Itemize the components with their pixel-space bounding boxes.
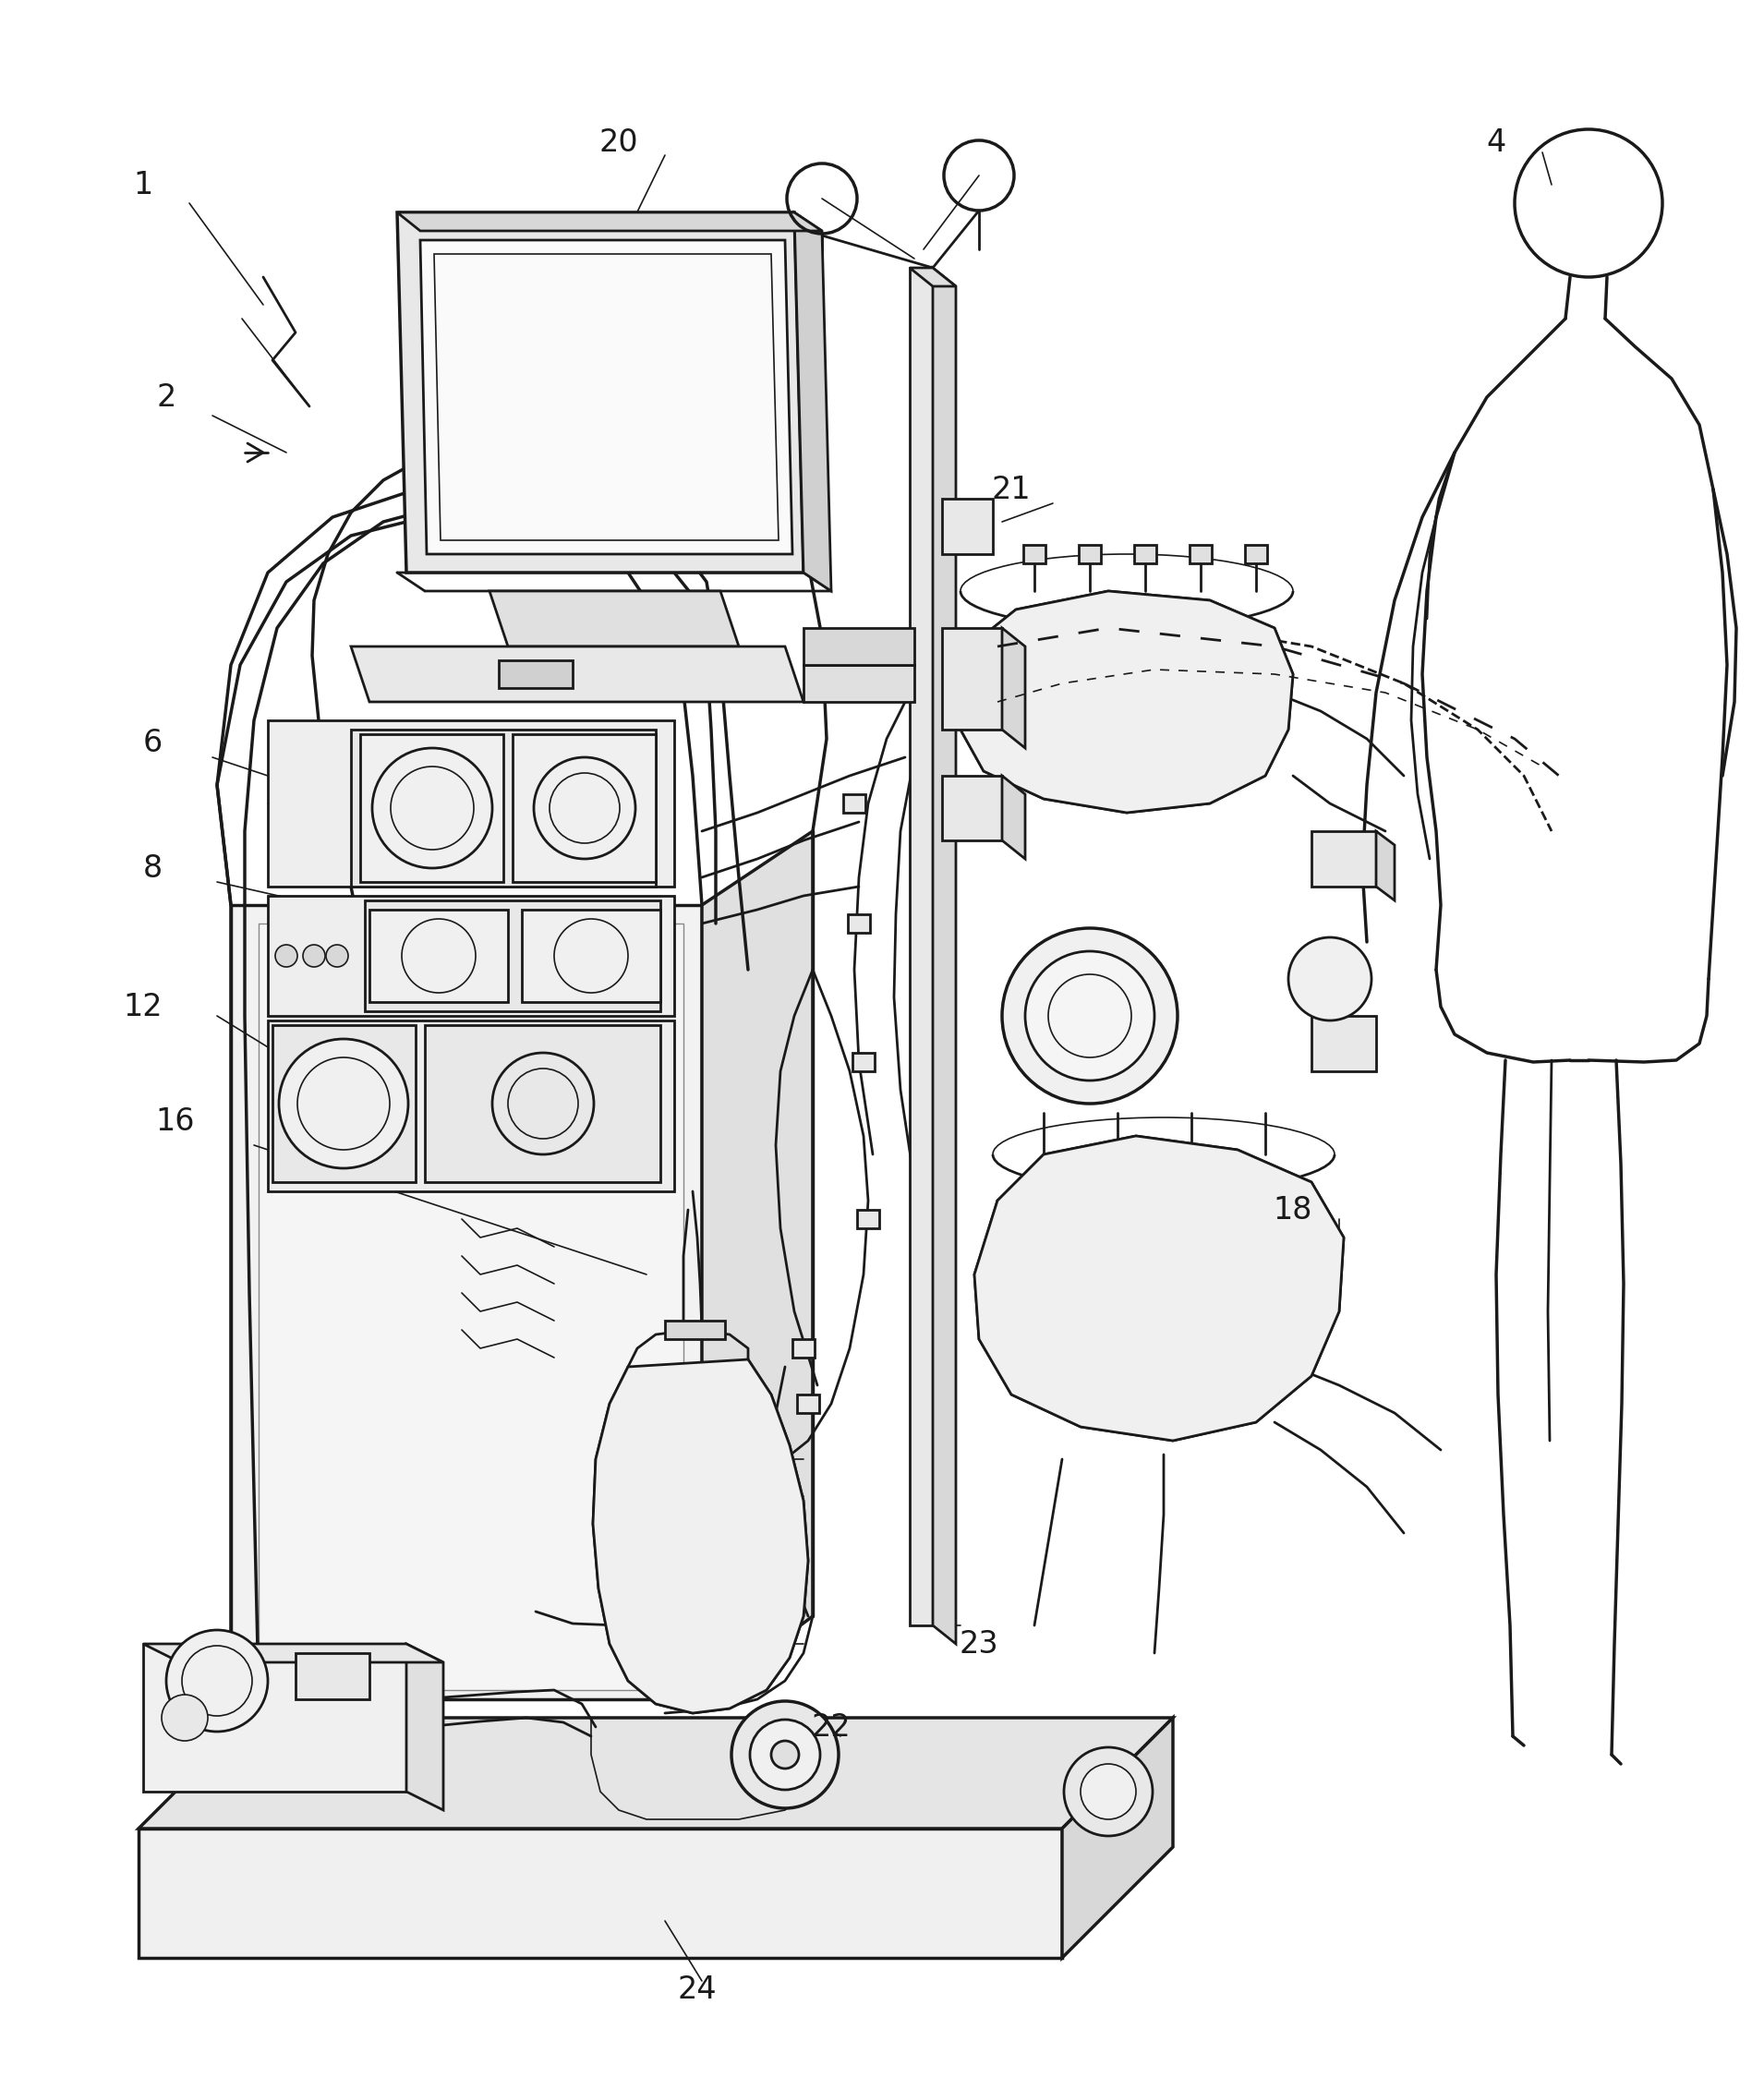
Polygon shape [268,1022,674,1191]
Polygon shape [420,240,792,554]
Bar [843,794,866,813]
Bar [1080,545,1101,564]
Text: 22: 22 [811,1711,850,1742]
Circle shape [1064,1746,1152,1836]
Polygon shape [593,1360,808,1713]
Polygon shape [360,733,503,882]
Bar [792,1339,815,1358]
Text: 1: 1 [134,169,153,201]
Bar [369,909,508,1003]
Polygon shape [933,267,956,1644]
Text: 20: 20 [600,127,639,159]
Polygon shape [803,664,914,702]
Bar [848,915,870,934]
Bar [522,909,660,1003]
Bar [1134,545,1155,564]
Bar [857,1210,878,1228]
Polygon shape [425,1026,660,1182]
Polygon shape [397,213,822,232]
Bar [797,1395,818,1412]
Polygon shape [139,1717,1173,1828]
Text: 12: 12 [123,992,162,1022]
Circle shape [1288,938,1371,1022]
Polygon shape [259,923,683,1690]
Polygon shape [1002,775,1025,859]
Bar [1189,545,1212,564]
Circle shape [732,1700,838,1809]
Text: 24: 24 [677,1974,716,2005]
Polygon shape [794,213,831,591]
Polygon shape [1002,629,1025,748]
Polygon shape [910,267,933,1625]
Polygon shape [397,213,803,572]
Polygon shape [231,905,702,1698]
Polygon shape [406,1644,443,1809]
Polygon shape [365,900,660,1011]
Circle shape [1002,928,1178,1103]
Bar [296,1652,369,1698]
Polygon shape [272,1026,416,1182]
Circle shape [166,1629,268,1732]
Text: 8: 8 [143,852,162,884]
Text: 16: 16 [155,1107,196,1136]
Circle shape [1025,950,1154,1080]
Circle shape [750,1719,820,1790]
Polygon shape [143,1644,443,1663]
Polygon shape [268,721,674,886]
Polygon shape [351,729,656,886]
Polygon shape [1062,1717,1173,1957]
Polygon shape [489,591,739,646]
Circle shape [771,1740,799,1769]
Polygon shape [803,629,914,664]
Bar [1245,545,1267,564]
Circle shape [326,944,348,967]
Polygon shape [1311,1015,1376,1072]
Circle shape [275,944,298,967]
Polygon shape [1311,831,1376,886]
Polygon shape [351,646,803,702]
Polygon shape [139,1828,1062,1957]
Polygon shape [143,1644,406,1792]
Polygon shape [665,1320,725,1339]
Polygon shape [974,1136,1344,1441]
Polygon shape [910,267,956,286]
Polygon shape [961,591,1293,813]
Circle shape [1081,1763,1136,1820]
Text: 2: 2 [157,382,176,412]
Circle shape [303,944,325,967]
Polygon shape [942,499,993,554]
Polygon shape [513,733,656,882]
Text: 18: 18 [1274,1195,1312,1224]
Circle shape [162,1694,208,1740]
Polygon shape [942,629,1002,729]
Polygon shape [268,896,674,1015]
Text: 23: 23 [960,1629,998,1659]
Polygon shape [942,775,1002,840]
Text: 6: 6 [143,729,162,758]
Bar [499,660,573,687]
Bar [1023,545,1046,564]
Bar [852,1053,875,1072]
Polygon shape [1376,831,1395,900]
Polygon shape [702,831,813,1698]
Text: 4: 4 [1487,127,1506,159]
Text: 21: 21 [991,474,1030,506]
Circle shape [279,1038,407,1168]
